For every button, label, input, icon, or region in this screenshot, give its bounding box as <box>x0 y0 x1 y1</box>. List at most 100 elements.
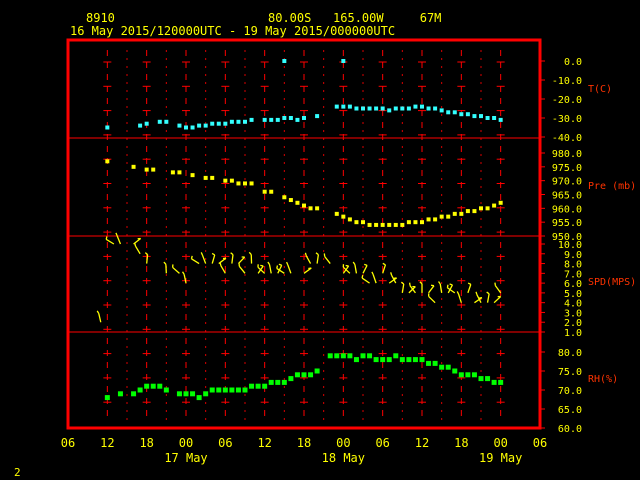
data-point <box>406 106 411 111</box>
data-point <box>216 387 222 393</box>
wind-arrow <box>277 264 283 274</box>
wind-arrow <box>105 238 115 245</box>
data-point <box>315 206 320 211</box>
wind-arrow-head <box>200 252 204 256</box>
data-point <box>341 104 346 109</box>
wind-arrow <box>428 295 436 304</box>
data-point <box>288 116 293 120</box>
y-tick-label: -10.0 <box>552 76 582 87</box>
data-point <box>190 391 196 397</box>
y-tick-label: 975.0 <box>552 163 582 174</box>
data-point <box>236 119 241 124</box>
data-point <box>367 353 373 359</box>
wind-arrow <box>201 254 207 264</box>
data-point <box>302 203 306 208</box>
data-point <box>190 125 195 130</box>
wind-arrow <box>116 235 122 245</box>
data-point <box>446 214 451 219</box>
data-point <box>203 391 209 397</box>
wind-arrow-head <box>419 281 423 285</box>
panel-1: 980.0 975.0 970.0 965.0 960.0 955.0 950.0 Pre (… <box>105 149 636 243</box>
page-number: 2 <box>14 466 21 479</box>
wind-arrow <box>98 313 102 323</box>
data-point <box>452 110 457 115</box>
x-tick-label: 12 <box>415 436 429 450</box>
data-point <box>465 372 471 378</box>
wind-arrow-head <box>478 296 483 299</box>
data-point <box>458 372 464 378</box>
x-day-label: 18 May <box>322 451 365 465</box>
wind-arrow <box>287 264 292 274</box>
data-point <box>282 59 287 63</box>
x-day-label: 19 May <box>479 451 522 465</box>
data-point <box>242 387 248 393</box>
data-point <box>420 104 424 109</box>
data-point <box>176 391 182 397</box>
x-tick-label: 18 <box>139 436 153 450</box>
wind-arrow-head <box>105 236 108 240</box>
y-tick-label: 7.0 <box>564 269 582 280</box>
data-point <box>105 159 110 164</box>
wind-arrow-head <box>371 271 374 275</box>
data-point <box>105 125 110 130</box>
data-point <box>196 395 202 401</box>
data-point <box>210 175 215 180</box>
y-tick-label: 70.0 <box>558 386 582 397</box>
grid-marks <box>103 50 505 420</box>
data-point <box>229 387 235 393</box>
wind-arrow <box>303 267 312 274</box>
wind-arrow <box>220 265 226 274</box>
wind-arrow <box>372 274 377 284</box>
wind-arrow-head <box>211 252 216 256</box>
data-point <box>360 353 366 359</box>
data-point <box>465 209 470 214</box>
wind-arrow <box>486 293 490 303</box>
data-point <box>439 364 445 370</box>
data-point <box>485 116 490 120</box>
time-range: 16 May 2015/120000UTC - 19 May 2015/0000… <box>70 24 395 38</box>
data-point <box>216 121 221 126</box>
data-point <box>294 372 300 378</box>
data-point <box>275 117 280 122</box>
wind-arrow-head <box>260 264 264 267</box>
data-point <box>295 200 300 205</box>
y-tick-label: 980.0 <box>552 149 582 160</box>
data-point <box>347 353 353 359</box>
panel-3: 80.0 75.0 70.0 65.0 60.0 RH(%) <box>104 348 618 435</box>
wind-arrow <box>134 245 141 255</box>
data-point <box>308 372 314 378</box>
data-point <box>400 106 405 111</box>
data-point <box>340 353 346 359</box>
data-point <box>281 379 287 385</box>
data-point <box>413 104 418 109</box>
data-point <box>314 368 320 374</box>
wind-arrow <box>231 254 234 264</box>
panel-label: Pre (mb) <box>588 181 636 192</box>
data-point <box>117 391 123 397</box>
y-tick-label: 65.0 <box>558 405 582 416</box>
wind-arrow <box>408 286 416 294</box>
wind-arrow <box>211 254 216 264</box>
wind-arrow <box>257 266 266 274</box>
wind-arrow-head <box>276 265 279 269</box>
data-point <box>295 117 300 122</box>
y-tick-label: 80.0 <box>558 348 582 359</box>
data-point <box>426 360 432 366</box>
wind-arrow-head <box>190 255 193 259</box>
data-point <box>439 214 444 219</box>
wind-arrow-head <box>304 252 307 256</box>
data-point <box>243 181 247 186</box>
wind-arrow-head <box>390 272 393 276</box>
wind-arrow-head <box>475 291 478 295</box>
data-point <box>399 357 405 363</box>
data-point <box>485 206 490 211</box>
data-point <box>393 106 398 111</box>
data-point <box>393 353 399 359</box>
wind-arrow <box>362 265 368 274</box>
data-point <box>255 383 261 389</box>
y-tick-label: 2.0 <box>564 318 582 329</box>
data-point <box>387 108 392 113</box>
wind-arrow <box>172 266 180 274</box>
wind-arrow-head <box>456 291 460 295</box>
